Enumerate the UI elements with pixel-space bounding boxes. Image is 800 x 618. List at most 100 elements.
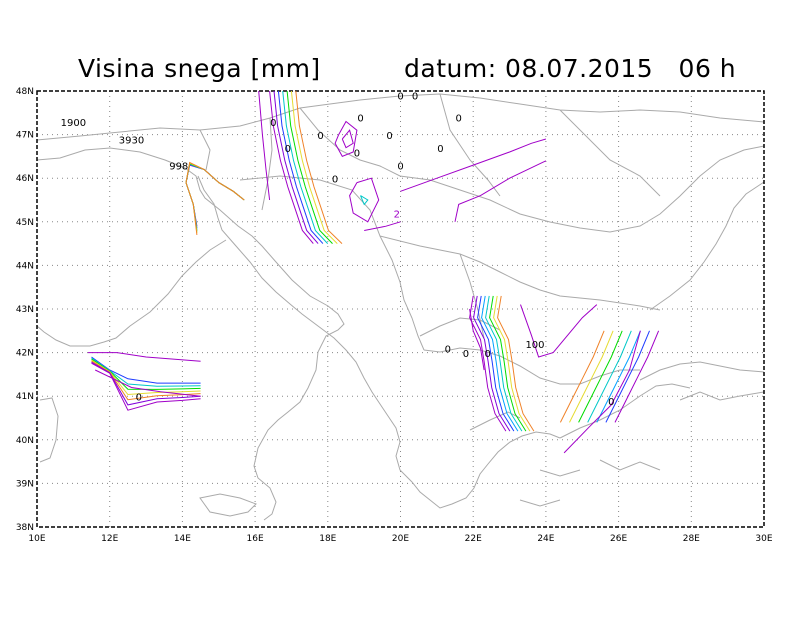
contour-value-label: 0	[455, 114, 461, 125]
coast-sardinia	[39, 397, 59, 463]
contour-pannonian	[269, 91, 314, 244]
contour-balkan	[489, 295, 527, 432]
contour-value-label: 0	[485, 349, 491, 360]
contour-pannonian	[277, 91, 324, 244]
contour-value-label: 3930	[119, 135, 144, 146]
coastlines-and-borders	[37, 93, 764, 521]
contour-value-label: 0	[354, 148, 360, 159]
contour-balkan	[481, 295, 519, 432]
y-tick-label: 46N	[16, 174, 34, 184]
contour-rhodope	[596, 330, 641, 423]
contour-value-label: 0	[357, 114, 363, 125]
coast-aegean	[559, 383, 691, 439]
contour-italy	[91, 361, 201, 406]
coast-italy	[37, 147, 345, 521]
contour-east	[400, 138, 547, 192]
y-tick-label: 43N	[16, 305, 34, 315]
contour-italy	[91, 362, 201, 411]
axis-tick-labels: 10E 12E 14E 16E 18E 20E 22E 24E 26E 28E 30E 48N 47N 4…	[16, 87, 773, 544]
contour-rhodope	[587, 330, 632, 423]
contour-rhodope	[614, 330, 660, 423]
contour-loop	[341, 129, 354, 149]
contour-value-label: 100	[525, 340, 544, 351]
y-tick-label: 38N	[16, 523, 34, 533]
contour-value-label: 0	[332, 175, 338, 186]
contour-value-label: 0	[386, 131, 392, 142]
y-tick-label: 40N	[16, 436, 34, 446]
x-tick-label: 22E	[465, 534, 482, 544]
contour-value-label: 0	[412, 92, 418, 103]
contour-rhodope	[559, 330, 605, 423]
contour-value-label: 0	[463, 349, 469, 360]
contour-value-label: 1900	[61, 118, 86, 129]
y-tick-label: 45N	[16, 218, 34, 228]
contour-value-label: 2	[394, 209, 400, 220]
contour-balkan	[469, 295, 507, 432]
contour-value-label: 0	[317, 131, 323, 142]
contour-pannonian	[286, 91, 333, 244]
x-tick-label: 26E	[610, 534, 627, 544]
coast-adriatic-east	[197, 175, 561, 509]
x-tick-label: 28E	[683, 534, 700, 544]
contour-value-label: 0	[397, 92, 403, 103]
contour-rhodope	[563, 330, 641, 454]
y-tick-label: 47N	[16, 131, 34, 141]
contour-value-label: 0	[285, 144, 291, 155]
x-tick-label: 10E	[28, 534, 45, 544]
contour-italy	[91, 356, 201, 384]
x-tick-label: 16E	[247, 534, 264, 544]
contour-loop	[334, 120, 358, 158]
contour-alps	[185, 162, 245, 232]
contour-pannonian	[282, 91, 329, 244]
x-tick-label: 14E	[174, 534, 191, 544]
contour-italy	[91, 358, 201, 390]
contour-rhodope	[569, 330, 614, 423]
coast-sicily	[199, 493, 257, 517]
contour-value-label: 0	[608, 397, 614, 408]
coast-greece-islands	[469, 391, 764, 507]
y-tick-label: 42N	[16, 349, 34, 359]
contour-balkan	[497, 295, 535, 432]
y-tick-label: 48N	[16, 87, 34, 97]
contour-alps	[185, 162, 245, 234]
contour-pannonian	[258, 91, 271, 201]
contour-balkan	[493, 295, 531, 432]
x-tick-label: 12E	[101, 534, 118, 544]
contour-alps	[185, 161, 245, 235]
contour-east	[454, 160, 547, 222]
contour-loop	[360, 195, 369, 206]
contour-pannonian	[295, 91, 343, 244]
contour-balkan	[473, 295, 511, 432]
map-frame	[36, 90, 765, 528]
contour-italy	[91, 357, 201, 387]
contour-value-label: 0	[445, 345, 451, 356]
contour-italy	[94, 369, 201, 397]
contour-value-label: 0	[397, 161, 403, 172]
contour-rhodope	[578, 330, 623, 423]
y-tick-label: 41N	[16, 392, 34, 402]
x-tick-label: 20E	[392, 534, 409, 544]
contour-value-label: 0	[136, 393, 142, 404]
map-date: datum: 08.07.2015 06 h	[404, 54, 737, 83]
snow-depth-contours	[87, 91, 660, 454]
contour-value-label: 0	[270, 118, 276, 129]
contour-bulgaria	[520, 304, 598, 358]
contour-balkan	[469, 308, 485, 371]
contour-value-label: 998	[169, 161, 188, 172]
x-tick-label: 18E	[319, 534, 336, 544]
contour-pannonian	[273, 91, 319, 244]
contour-loop	[349, 177, 380, 223]
borders	[37, 93, 764, 385]
y-tick-label: 39N	[16, 479, 34, 489]
contour-rhodope	[605, 330, 650, 423]
contour-italy	[87, 352, 201, 362]
contour-balkan	[485, 295, 523, 432]
x-tick-label: 24E	[537, 534, 554, 544]
map-title: Visina snega [mm]	[78, 54, 321, 83]
x-tick-label: 30E	[755, 534, 772, 544]
contour-balkan	[477, 295, 515, 432]
contour-value-label: 0	[437, 144, 443, 155]
coast-black-sea	[639, 181, 764, 381]
